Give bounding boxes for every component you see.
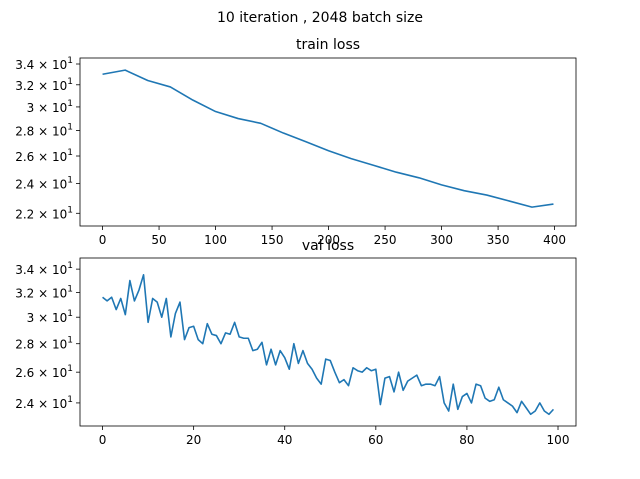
chart1-x-tick-label: 60 bbox=[368, 433, 383, 447]
chart0-x-tick-label: 400 bbox=[543, 233, 566, 247]
chart0-x-tick-label: 250 bbox=[374, 233, 397, 247]
val-loss-axes: val loss 0 20 40 60 80 100 2.4 × 101 2.6 × 101 2.… bbox=[15, 238, 577, 447]
chart1-y-tick-label: 2.8 × 101 bbox=[15, 336, 73, 352]
chart0-x-tick-label: 100 bbox=[204, 233, 227, 247]
train-loss-axes: train loss 0 50 100 150 200 250 300 350 400 2.2 × … bbox=[15, 37, 577, 247]
chart1-frame bbox=[79, 257, 577, 427]
chart0-y-tick-label: 3 × 101 bbox=[27, 99, 73, 115]
chart0-title: train loss bbox=[296, 37, 360, 53]
chart0-x-tick-label: 350 bbox=[487, 233, 510, 247]
chart1-y-tick-label: 3 × 101 bbox=[27, 309, 73, 325]
chart1-y-tick-label: 3.4 × 101 bbox=[15, 261, 73, 277]
chart0-y-tick-label: 2.4 × 101 bbox=[15, 175, 73, 191]
chart0-x-tick-label: 50 bbox=[151, 233, 166, 247]
chart1-x-tick-label: 40 bbox=[277, 433, 292, 447]
chart1-title: val loss bbox=[302, 238, 354, 254]
chart0-x-tick-label: 150 bbox=[261, 233, 284, 247]
chart1-series-line bbox=[102, 274, 555, 416]
chart0-y-tick-label: 3.2 × 101 bbox=[15, 77, 73, 93]
chart0-y-tick-label: 3.4 × 101 bbox=[15, 56, 73, 72]
chart0-x-tick-label: 300 bbox=[430, 233, 453, 247]
chart0-x-tick-label: 0 bbox=[99, 233, 107, 247]
chart0-series-line bbox=[102, 69, 554, 208]
chart0-x-tick-label: 200 bbox=[317, 233, 340, 247]
chart1-x-tick-label: 100 bbox=[547, 433, 570, 447]
chart1-x-tick-label: 20 bbox=[186, 433, 201, 447]
chart1-y-tick-label: 2.6 × 101 bbox=[15, 364, 73, 380]
chart1-y-tick-label: 2.4 × 101 bbox=[15, 395, 73, 411]
chart0-y-tick-label: 2.8 × 101 bbox=[15, 123, 73, 139]
chart1-x-tick-label: 0 bbox=[99, 433, 107, 447]
chart1-y-tick-label: 3.2 × 101 bbox=[15, 284, 73, 300]
figure-suptitle: 10 iteration , 2048 batch size bbox=[217, 10, 423, 26]
chart0-frame bbox=[79, 57, 577, 227]
chart1-x-tick-label: 80 bbox=[459, 433, 474, 447]
chart0-y-tick-label: 2.6 × 101 bbox=[15, 148, 73, 164]
chart0-y-tick-label: 2.2 × 101 bbox=[15, 205, 73, 221]
